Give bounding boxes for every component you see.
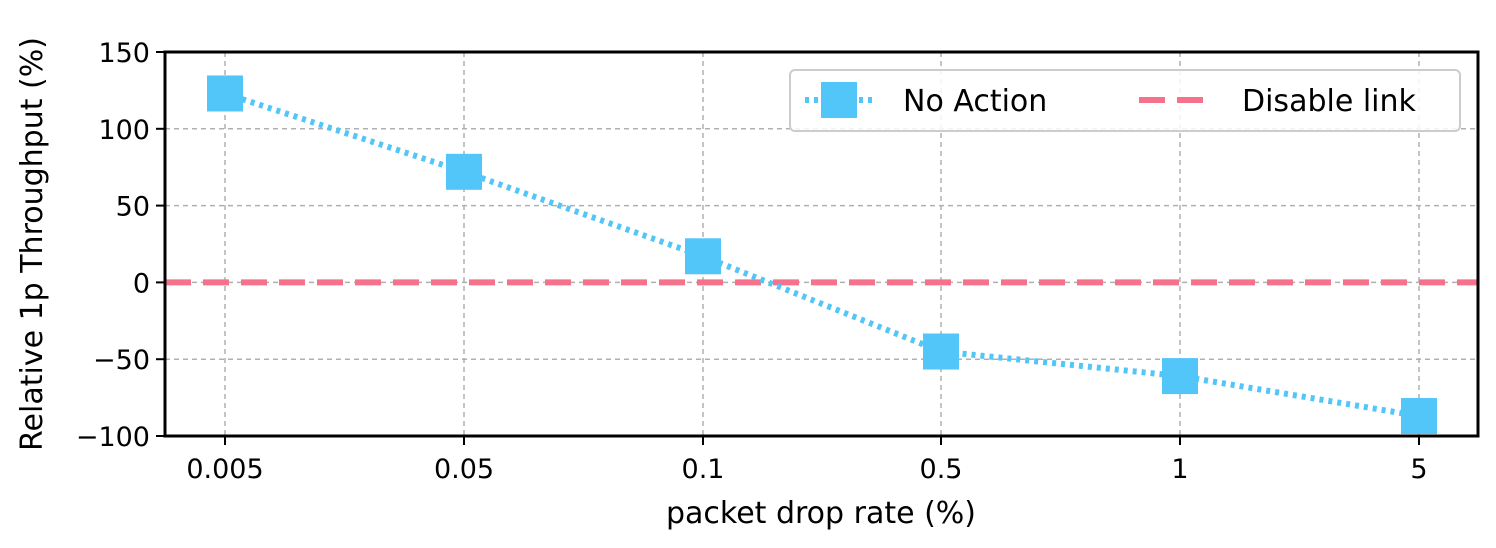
x-tick-label: 0.05 (434, 454, 494, 485)
legend: No Action Disable link (789, 69, 1461, 132)
x-tick-label: 5 (1410, 454, 1427, 485)
x-tick-label: 1 (1171, 454, 1188, 485)
plot-frame (163, 50, 1480, 438)
y-tick-label: 50 (116, 192, 150, 223)
plot-series (165, 75, 1478, 435)
x-axis-ticks: 0.005 0.05 0.1 0.5 1 5 (186, 436, 1428, 485)
y-tick-label: −50 (93, 345, 150, 376)
x-axis-label: packet drop rate (%) (666, 496, 976, 531)
y-tick-label: 150 (98, 38, 150, 69)
legend-box (789, 69, 1461, 132)
legend-disable-link-label: Disable link (1242, 84, 1417, 119)
no-action-point (207, 75, 243, 112)
y-tick-label: 100 (98, 115, 150, 146)
no-action-point (1401, 398, 1437, 435)
no-action-point (923, 333, 959, 370)
y-axis-label: Relative 1p Throughput (%) (15, 37, 50, 451)
y-axis-ticks: 150 100 50 0 −50 −100 (76, 38, 165, 453)
y-tick-label: 0 (133, 268, 150, 299)
no-action-point (446, 153, 482, 190)
x-tick-label: 0.5 (920, 454, 963, 485)
no-action-point (1162, 358, 1198, 395)
no-action-line (224, 90, 1420, 419)
no-action-point (685, 238, 721, 275)
y-tick-label: −100 (76, 422, 150, 453)
x-tick-label: 0.005 (186, 454, 263, 485)
x-tick-label: 0.1 (682, 454, 725, 485)
legend-no-action-marker (821, 82, 857, 118)
legend-no-action-label: No Action (903, 84, 1047, 119)
